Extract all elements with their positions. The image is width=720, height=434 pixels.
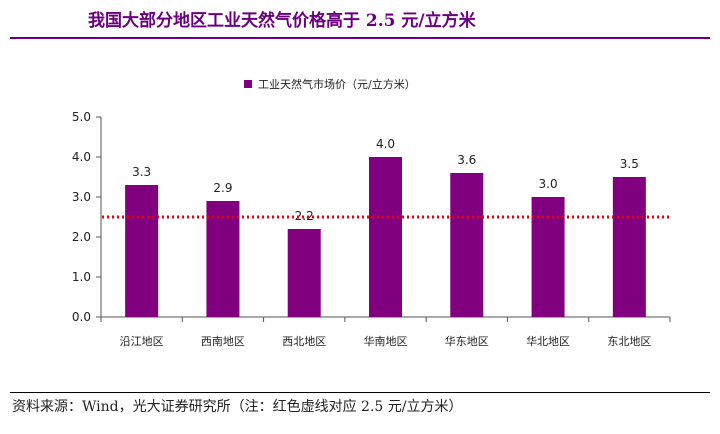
y-tick-label: 3.0 — [72, 190, 91, 204]
x-tick-label: 华北地区 — [526, 334, 570, 348]
bar — [206, 201, 240, 317]
bar — [125, 185, 159, 317]
y-tick-label: 0.0 — [72, 310, 91, 324]
data-label: 2.2 — [295, 209, 314, 223]
data-label: 3.3 — [132, 165, 151, 179]
x-tick-label: 华东地区 — [445, 334, 489, 348]
y-tick-label: 1.0 — [72, 270, 91, 284]
y-tick-label: 4.0 — [72, 150, 91, 164]
x-tick-label: 西北地区 — [282, 335, 326, 348]
bar — [531, 197, 565, 317]
data-label: 4.0 — [376, 137, 395, 151]
data-label: 3.6 — [457, 153, 476, 167]
y-tick-label: 2.0 — [72, 230, 91, 244]
legend-label: 工业天然气市场价（元/立方米） — [258, 77, 416, 91]
bar — [287, 229, 321, 317]
bar — [369, 157, 402, 317]
chart-title: 我国大部分地区工业天然气价格高于 2.5 元/立方米 — [88, 11, 476, 31]
bar — [450, 173, 484, 317]
source-note: 资料来源：Wind，光大证券研究所（注：红色虚线对应 2.5 元/立方米） — [12, 399, 463, 415]
x-tick-label: 沿江地区 — [120, 335, 164, 348]
bar-chart: 工业天然气市场价（元/立方米） 0.0 1.0 2.0 3.0 4.0 5.0 3.3 沿江地区… — [72, 77, 671, 348]
title-underline — [10, 37, 710, 39]
data-label: 3.5 — [620, 157, 639, 171]
bar — [612, 177, 646, 317]
data-label: 3.0 — [539, 177, 558, 191]
source-divider — [10, 392, 710, 393]
x-tick-label: 西南地区 — [201, 335, 245, 348]
x-tick-label: 东北地区 — [607, 335, 651, 348]
legend-swatch — [244, 80, 252, 88]
y-tick-label: 5.0 — [72, 110, 91, 124]
data-label: 2.9 — [213, 181, 232, 195]
x-tick-label: 华南地区 — [364, 334, 408, 348]
